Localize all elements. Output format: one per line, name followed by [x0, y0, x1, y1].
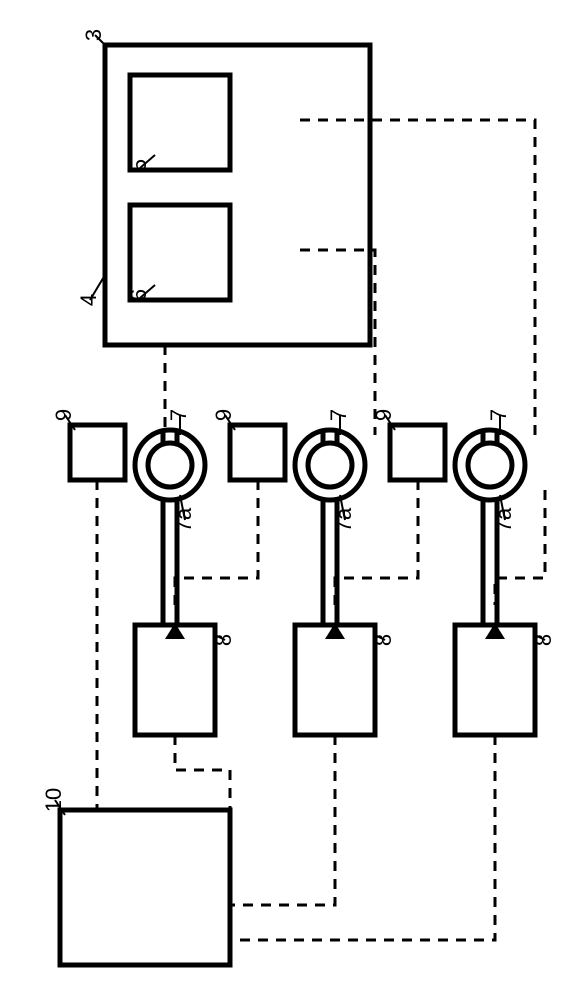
- label-4: 4: [76, 294, 101, 306]
- label-7a-1: 7a: [171, 507, 196, 532]
- label-5: 5: [126, 159, 151, 171]
- dashed-edge-1: [300, 120, 535, 435]
- label-7a-3: 7a: [491, 507, 516, 532]
- dashed-edge-4: [335, 480, 418, 605]
- block-8-1: [135, 625, 215, 735]
- block-9-3: [390, 425, 445, 480]
- block-8-3: [455, 625, 535, 735]
- label-3: 3: [81, 29, 106, 41]
- dashed-edge-8: [230, 735, 335, 905]
- block-8-2: [295, 625, 375, 735]
- label-9-1: 9: [51, 409, 76, 421]
- label-7-3: 7: [486, 409, 511, 421]
- dashed-edge-3: [175, 480, 258, 605]
- block-9-2: [230, 425, 285, 480]
- dashed-edge-7: [175, 735, 230, 879]
- node-7-1-inner: [148, 443, 192, 487]
- label-9-3: 9: [371, 409, 396, 421]
- block-9-1: [70, 425, 125, 480]
- label-9-2: 9: [211, 409, 236, 421]
- label-7-1: 7: [166, 409, 191, 421]
- label-8-3: 8: [531, 634, 556, 646]
- label-10: 10: [41, 788, 66, 812]
- label-6: 6: [126, 289, 151, 301]
- label-8-1: 8: [211, 634, 236, 646]
- label-7a-2: 7a: [331, 507, 356, 532]
- block-10: [60, 810, 230, 965]
- node-7-2-inner: [308, 443, 352, 487]
- label-7-2: 7: [326, 409, 351, 421]
- block-6: [130, 205, 230, 300]
- label-8-2: 8: [371, 634, 396, 646]
- block-5: [130, 75, 230, 170]
- node-7-3-inner: [468, 443, 512, 487]
- dashed-edge-9: [230, 735, 495, 940]
- schematic-diagram: 3 4 5 6 7 7 7 7a 7a 7a 8 8 8 9 9 9 10: [0, 0, 585, 1000]
